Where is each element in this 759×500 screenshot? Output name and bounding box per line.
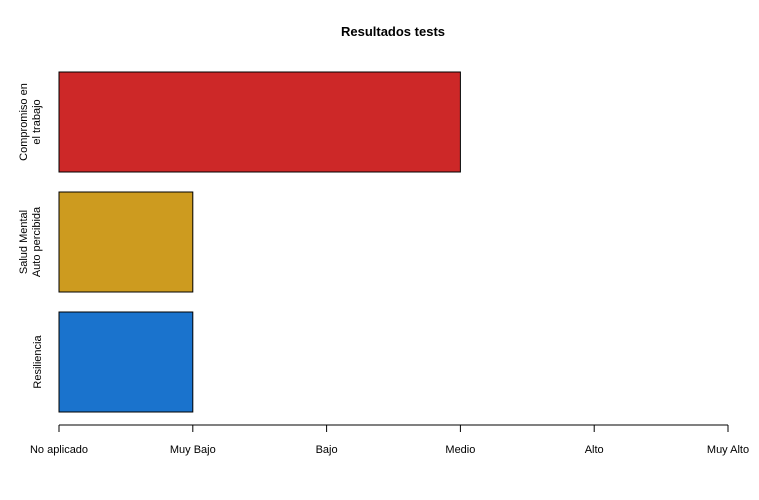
bars-group xyxy=(58,71,461,413)
x-tick-label-3: Medio xyxy=(445,444,475,456)
category-label-1: Salud MentalAuto percibida xyxy=(18,206,43,277)
bar-1 xyxy=(58,191,194,293)
category-labels: Compromiso enel trabajo Salud MentalAuto … xyxy=(18,83,44,388)
bar-2 xyxy=(58,311,194,413)
category-label-0: Compromiso enel trabajo xyxy=(18,83,43,161)
category-label-line: el trabajo xyxy=(31,99,43,144)
x-tick-label-0: No aplicado xyxy=(30,444,88,456)
category-label-line: Compromiso en xyxy=(18,83,30,161)
x-tick-label-1: Muy Bajo xyxy=(170,444,216,456)
x-tick-label-5: Muy Alto xyxy=(707,444,749,456)
x-tick-label-2: Bajo xyxy=(316,444,338,456)
x-tick-label-4: Alto xyxy=(585,444,604,456)
category-label-line: Salud Mental xyxy=(18,210,30,274)
bar-0 xyxy=(58,71,461,173)
chart-title: Resultados tests xyxy=(341,24,445,39)
category-label-line: Auto percibida xyxy=(31,206,43,277)
x-axis: No aplicado Muy Bajo Bajo Medio Alto Muy Alto xyxy=(30,424,749,456)
category-label-2: Resiliencia xyxy=(32,335,44,389)
category-label-line: Resiliencia xyxy=(32,335,44,389)
